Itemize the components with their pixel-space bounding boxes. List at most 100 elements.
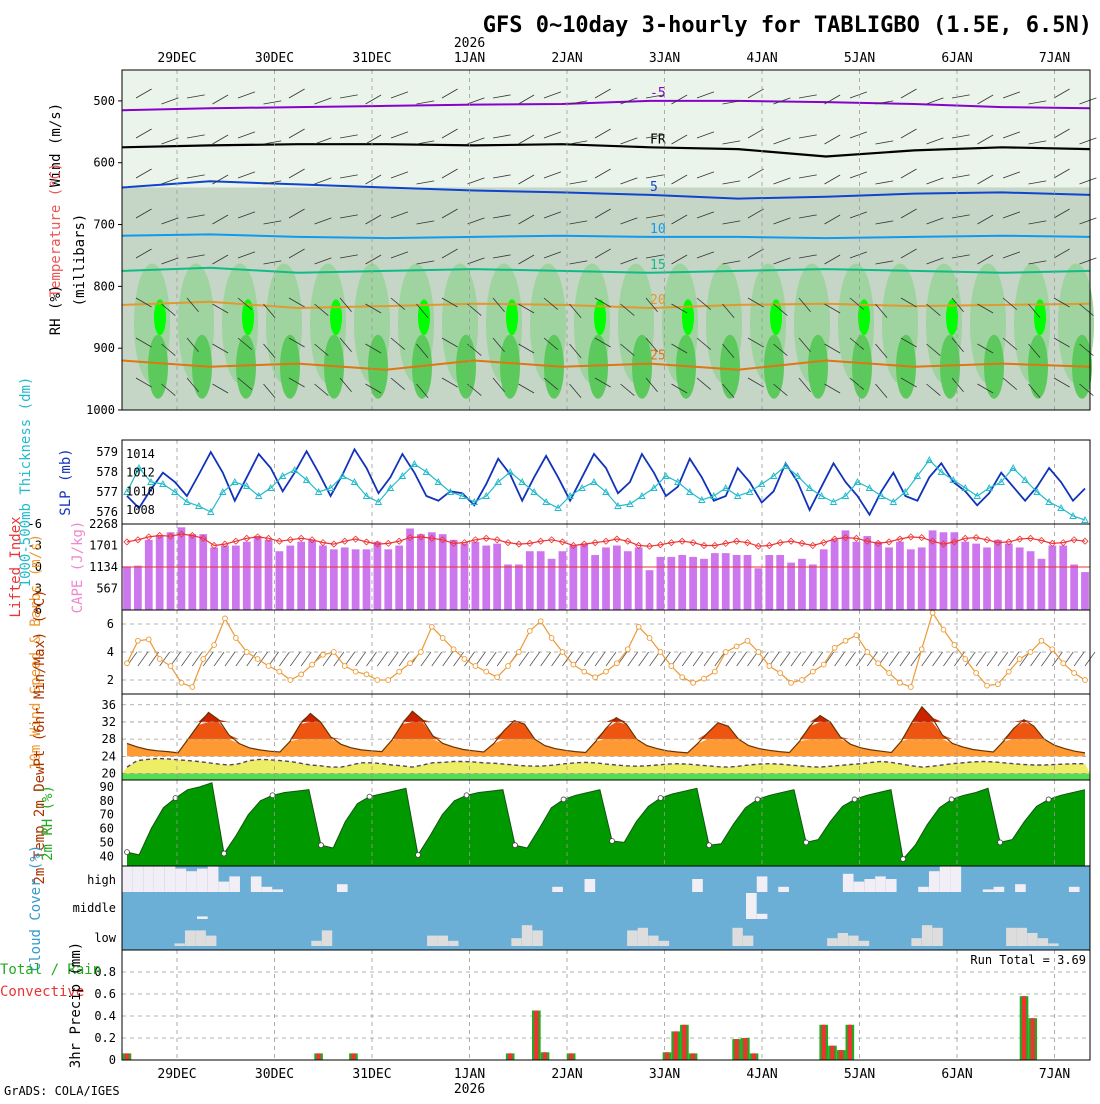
cloud-bar-low: [1037, 938, 1049, 946]
temperature-contour: [121, 99, 1091, 112]
wind-barb: [1053, 297, 1070, 308]
wind-barb-10m: [605, 651, 617, 667]
wind-barb-10m: [1030, 651, 1041, 667]
precip-convective-bar: [734, 1039, 739, 1060]
precip-convective-bar: [316, 1053, 321, 1060]
lifted-index-point: [199, 534, 207, 542]
wind-speed-point: [156, 656, 163, 662]
wind-barb: [263, 140, 282, 145]
thickness-point: [686, 488, 694, 495]
wind-speed-point: [614, 660, 620, 667]
wind-barb: [492, 174, 511, 179]
rh2m-point: [900, 856, 907, 862]
wind-barb: [849, 251, 868, 259]
wind-speed-point: [1049, 646, 1056, 653]
lifted-index-point: [787, 537, 795, 545]
wind-speed-point: [886, 670, 892, 676]
wind-barb: [1002, 377, 1018, 390]
wind-barb: [314, 303, 329, 316]
thickness-point: [578, 484, 586, 491]
wind-speed-point: [396, 668, 403, 675]
wind-barb: [263, 383, 276, 399]
wind-speed-point: [690, 679, 696, 686]
wind-speed-point: [842, 637, 849, 644]
cape-bar: [329, 549, 338, 610]
cape-bar: [852, 541, 861, 610]
thickness-point: [1057, 504, 1065, 511]
wind-barb: [212, 303, 229, 314]
wind-barb: [977, 134, 994, 145]
wind-barb: [441, 88, 458, 99]
cape-bar: [275, 551, 284, 610]
cape-bar: [602, 547, 610, 610]
lifted-index-point: [733, 537, 741, 545]
lifted-index-point: [1048, 539, 1056, 547]
cape-bar: [395, 545, 404, 610]
wind-speed-point: [450, 646, 457, 653]
wind-barb-10m: [279, 651, 290, 667]
temp-tick-label: 24: [102, 749, 116, 763]
precip-convective-bar: [682, 1024, 687, 1060]
wind-barb: [263, 180, 282, 185]
wind-barb: [161, 97, 179, 105]
temperature-band: [127, 739, 1085, 757]
cape-axis-label: CAPE (J/kg): [70, 521, 86, 614]
wind-speed-point: [276, 668, 283, 675]
cloud-bar-high: [552, 886, 563, 892]
wind-barb: [977, 94, 994, 105]
precip-tick-label: 0.4: [94, 1009, 116, 1023]
cloud-bar-high: [778, 886, 789, 892]
wind-speed-point: [788, 679, 794, 686]
thickness-point: [410, 460, 419, 467]
temperature-contour-label: 5: [650, 180, 658, 195]
cloud-bar-high: [584, 879, 596, 892]
wind-barb: [824, 383, 841, 394]
cape-bar: [569, 545, 578, 610]
wind-barb: [161, 343, 176, 356]
cloud-bar-low: [732, 927, 743, 946]
wind-barb: [441, 377, 458, 388]
wind-barb: [747, 208, 764, 219]
thickness-point: [997, 478, 1005, 485]
wind-barb: [1079, 97, 1097, 105]
wind-barb-10m: [768, 651, 780, 667]
footer-credit: GrADS: COLA/IGES: [4, 1084, 120, 1098]
wind-speed-point: [1005, 668, 1012, 675]
date-label-bottom: 30DEC: [255, 1067, 294, 1082]
wind-barb: [288, 337, 305, 348]
wind-barb: [288, 168, 305, 179]
thickness-point: [889, 498, 898, 505]
wind-barb: [237, 131, 256, 139]
wind-barb: [543, 91, 562, 99]
cape-bar: [449, 539, 458, 610]
cape-bar: [384, 549, 393, 610]
date-label-bottom: 5JAN: [844, 1067, 875, 1082]
date-label-bottom: 29DEC: [157, 1067, 196, 1082]
cloud-bar-high: [197, 868, 208, 892]
wind-barb: [594, 248, 611, 259]
wind-speed-point: [668, 663, 675, 669]
cloud-bar-high: [207, 866, 219, 892]
wind-speed-point: [1027, 649, 1034, 655]
lifted-index-point: [1037, 536, 1046, 545]
y-tick-label: 900: [93, 341, 115, 355]
wind-barb: [416, 180, 435, 185]
slp-axis-label: SLP (mb): [58, 448, 74, 515]
cloud-level-label: high: [87, 873, 116, 887]
rh-saturated-area: [330, 299, 342, 336]
wind-barb: [441, 337, 458, 348]
wind-barb: [161, 383, 176, 396]
wind-speed-point: [995, 681, 1001, 688]
lifted-index-point: [395, 537, 403, 545]
wind-speed-point: [309, 661, 315, 668]
wind-barb: [875, 260, 894, 265]
wind-speed-point: [483, 668, 490, 675]
lifted-index-point: [841, 534, 850, 542]
temperature-contour: [121, 143, 1091, 158]
precip-panel: 0 0.2 0.4 0.6 0.8 Run Total = 3.69 Total / Rai…: [0, 942, 1091, 1097]
wind-tick-label: 2: [107, 673, 114, 687]
cloud-bar-low: [658, 940, 670, 946]
cape-bar: [591, 555, 599, 610]
wind-speed-point: [657, 649, 664, 655]
